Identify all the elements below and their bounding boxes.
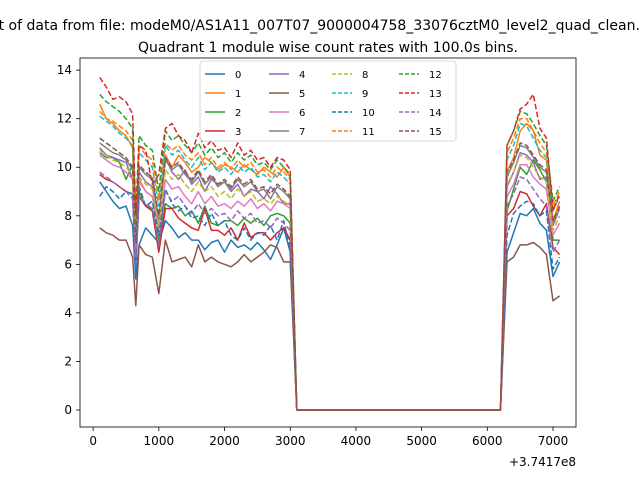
chart-title: Quadrant 1 module wise count rates with …: [138, 40, 518, 56]
legend-label-0: 0: [235, 70, 241, 81]
x-tick-label: 7000: [538, 434, 569, 448]
y-tick-label: 8: [64, 209, 72, 223]
legend-label-7: 7: [299, 127, 305, 138]
y-tick-label: 0: [64, 403, 72, 417]
legend-label-15: 15: [429, 127, 442, 138]
y-tick-label: 6: [64, 257, 72, 271]
legend-label-9: 9: [362, 89, 368, 100]
y-tick-label: 2: [64, 354, 72, 368]
y-tick-label: 14: [57, 63, 72, 77]
series-line-8: [99, 149, 561, 411]
y-tick-label: 12: [57, 112, 72, 126]
series-line-14: [99, 171, 561, 411]
figure-suptitle: Plot of data from file: modeM0/AS1A11_00…: [0, 18, 640, 34]
legend-label-11: 11: [362, 127, 375, 138]
x-tick-label: 1000: [144, 434, 175, 448]
y-axis: 0 2 4 6 8 10 12 14: [57, 63, 80, 417]
y-tick-label: 10: [57, 160, 72, 174]
legend-label-10: 10: [362, 108, 375, 119]
x-tick-label: 6000: [472, 434, 503, 448]
series-line-5: [99, 227, 561, 411]
legend-label-4: 4: [299, 70, 305, 81]
legend-label-12: 12: [429, 70, 442, 81]
axes-frame: [79, 57, 577, 428]
legend-label-1: 1: [235, 89, 241, 100]
legend-label-2: 2: [235, 108, 241, 119]
x-tick-label: 3000: [275, 434, 306, 448]
plot-lines: [99, 76, 561, 411]
x-tick-label: 4000: [341, 434, 372, 448]
x-tick-label: 0: [89, 434, 97, 448]
series-line-15: [99, 137, 561, 411]
legend-label-6: 6: [299, 108, 305, 119]
legend-label-13: 13: [429, 89, 442, 100]
legend-label-5: 5: [299, 89, 305, 100]
x-axis: 0 1000 2000 3000 4000 5000 6000 7000: [89, 427, 568, 448]
x-offset-label: +3.7417e8: [509, 455, 576, 469]
x-tick-label: 2000: [209, 434, 240, 448]
x-tick-label: 5000: [406, 434, 437, 448]
legend-label-3: 3: [235, 127, 241, 138]
legend-label-8: 8: [362, 70, 368, 81]
y-tick-label: 4: [64, 306, 72, 320]
legend-box: [199, 60, 457, 142]
legend-label-14: 14: [429, 108, 442, 119]
series-line-13: [99, 76, 561, 411]
